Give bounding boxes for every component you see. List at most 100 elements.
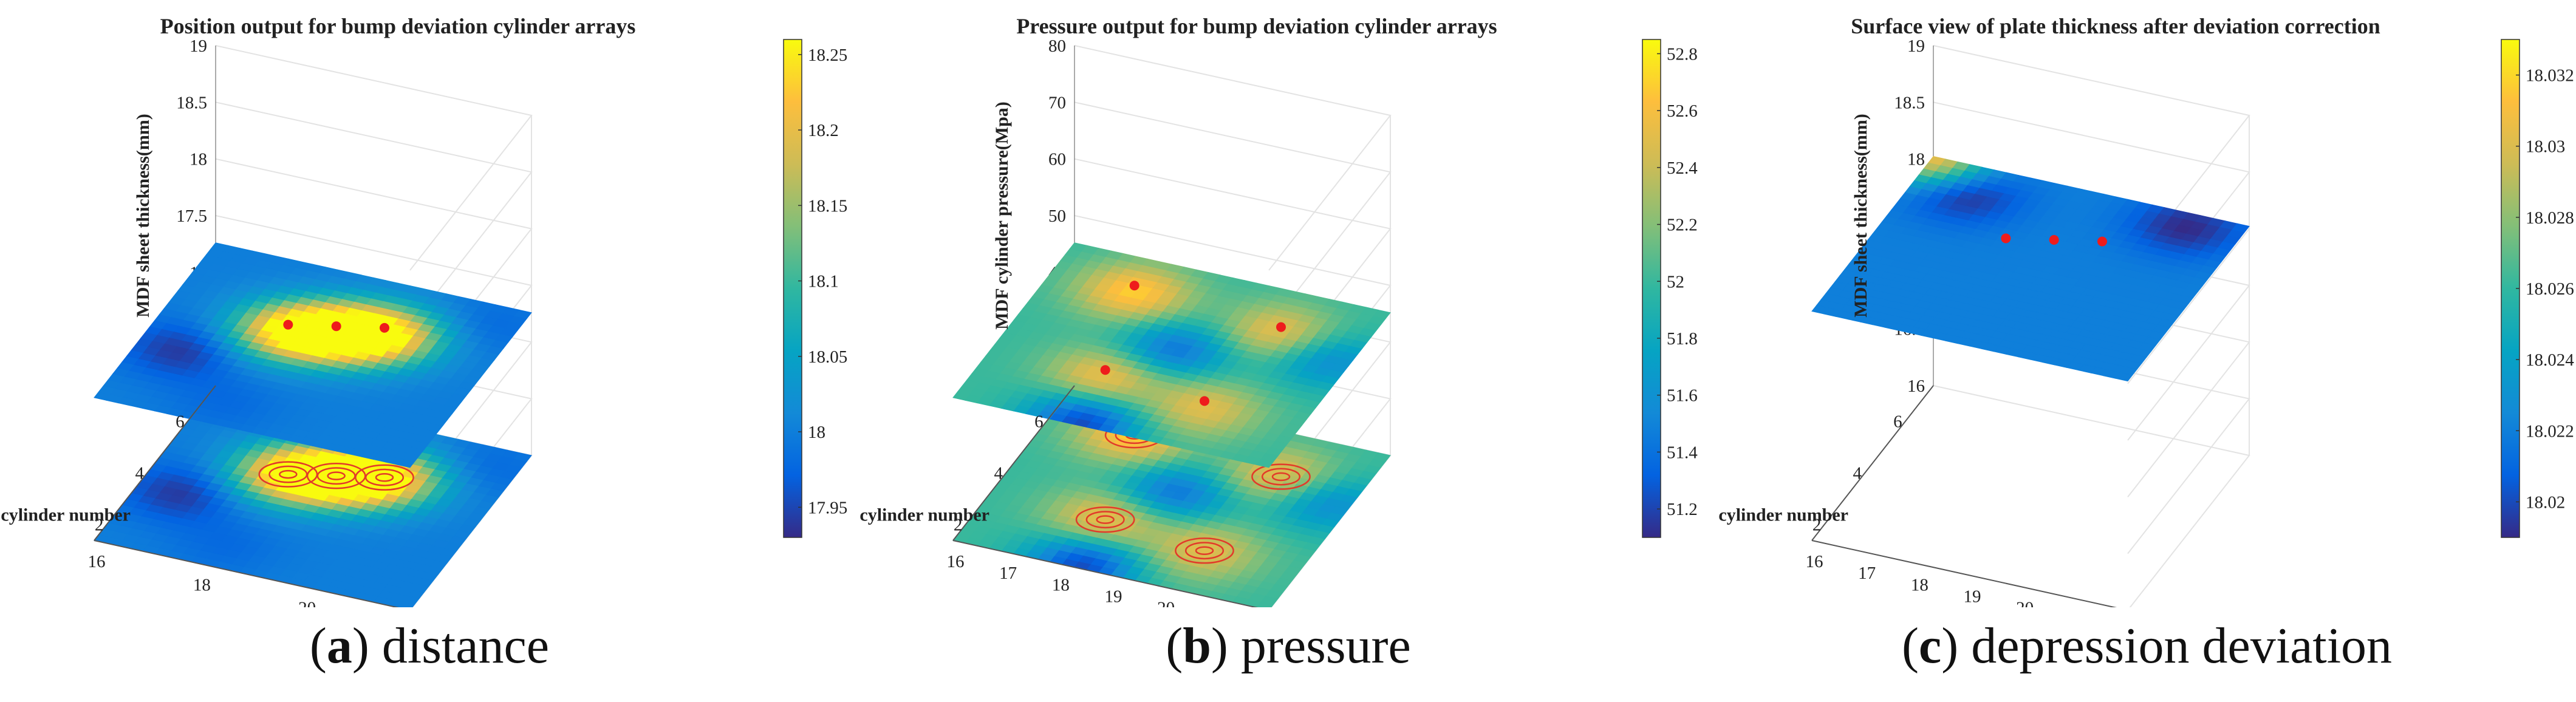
- y-tick-label: 4: [135, 464, 145, 483]
- contour-ring: [1096, 515, 1115, 524]
- chart-b-marker: [1276, 322, 1286, 332]
- contour-ring: [1085, 511, 1125, 529]
- chart-c-marker: [2097, 236, 2107, 247]
- contour-ring: [1175, 537, 1234, 564]
- z-tick-label: 18.5: [1894, 93, 1925, 112]
- y-tick-label: 2: [954, 516, 963, 535]
- y-tick-label: 4: [1853, 464, 1862, 483]
- chart-b-marker: [1200, 396, 1209, 406]
- caption-b: (b) pressure: [1166, 618, 1411, 674]
- gridline: [215, 45, 533, 271]
- surface-cell: [514, 309, 532, 319]
- chart-c-plot: 1616.51717.51818.51916171819202122246Fra…: [1718, 36, 2250, 607]
- x-tick-label: 18: [1052, 575, 1070, 595]
- colorbar-tick-label: 18.02: [2526, 492, 2565, 512]
- contour-ring: [327, 471, 346, 480]
- x-tick-label: 16: [88, 552, 106, 571]
- gridline: [1933, 385, 2250, 607]
- contour-ring: [364, 468, 405, 486]
- chart-b-marker: [1129, 281, 1139, 291]
- chart-b-surface: [952, 242, 1391, 468]
- colorbar-tick-label: 52.4: [1667, 158, 1698, 178]
- colorbar-tick-label: 18.024: [2526, 350, 2574, 370]
- z-axis-label: MDF cylinder pressure(Mpa): [992, 101, 1012, 330]
- colorbar-tick-label: 51.2: [1667, 500, 1698, 519]
- chart-a-axes: [94, 385, 400, 607]
- y-tick-label: 2: [1812, 516, 1822, 535]
- z-tick-label: 16: [1907, 377, 1925, 396]
- colorbar-tick-label: 18.15: [808, 196, 847, 216]
- colorbar-tick-label: 18.032: [2526, 66, 2574, 86]
- contour-ring: [279, 469, 298, 479]
- x-tick-label: 19: [1964, 587, 1981, 607]
- chart-c-svg: 1616.51717.51818.51916171819202122246Fra…: [1718, 14, 2574, 607]
- contour-ring: [1195, 546, 1214, 555]
- y-tick-label: 6: [176, 412, 185, 432]
- x-tick-label: 20: [2016, 599, 2034, 607]
- x-axis-line: [1811, 540, 2117, 607]
- z-tick-label: 18: [190, 150, 207, 169]
- caption-a: (a) distance: [309, 618, 550, 674]
- x-tick-label: 17: [999, 564, 1017, 583]
- chart-b-axes: [952, 385, 1259, 607]
- y-tick-label: 6: [1893, 412, 1902, 432]
- z-axis-label: MDF sheet thickness(mm): [1851, 114, 1871, 318]
- contour-ring: [1271, 472, 1291, 482]
- x-axis-line: [952, 540, 1259, 607]
- z-axis-label: MDF sheet thickness(mm): [133, 114, 153, 318]
- colorbar-tick-label: 18.1: [808, 272, 839, 291]
- x-tick-label: 20: [1157, 599, 1175, 607]
- x-tick-label: 20: [298, 599, 316, 607]
- contour-ring: [1261, 468, 1301, 486]
- y-tick-label: 4: [994, 464, 1003, 483]
- chart-a-marker: [380, 322, 389, 333]
- z-tick-label: 50: [1048, 206, 1066, 226]
- y-axis-label: Hydraulic cylinder number: [1718, 505, 1848, 525]
- colorbar-tick-label: 18.022: [2526, 421, 2574, 441]
- chart-b-plot: 2030405060708016171819202122246Frame num…: [859, 36, 1392, 607]
- colorbar-tick-label: 52: [1667, 272, 1684, 291]
- chart-b-colorbar: [1642, 39, 1661, 538]
- z-tick-label: 80: [1048, 36, 1066, 56]
- colorbar-tick-label: 18.2: [808, 121, 839, 140]
- y-axis-label: Hydraulic cylinder number: [0, 505, 131, 525]
- x-tick-label: 19: [1105, 587, 1122, 607]
- chart-a-title: Position output for bump deviation cylin…: [160, 14, 636, 38]
- z-tick-label: 19: [190, 36, 207, 56]
- z-tick-label: 19: [1907, 36, 1925, 56]
- chart-panel-b: 2030405060708016171819202122246Frame num…: [859, 0, 1718, 702]
- contour-ring: [355, 464, 414, 491]
- y-tick-label: 2: [95, 516, 104, 535]
- z-tick-label: 18: [1907, 150, 1925, 169]
- chart-a-marker: [331, 321, 341, 332]
- gridline: [1074, 45, 1392, 271]
- contour-ring: [375, 473, 394, 482]
- contour-ring: [1251, 463, 1311, 490]
- y-tick-label: 6: [1034, 412, 1044, 432]
- colorbar-tick-label: 18.026: [2526, 279, 2574, 299]
- colorbar-tick-label: 18.05: [808, 347, 847, 367]
- x-tick-label: 16: [947, 552, 965, 571]
- surface-cell: [1373, 452, 1391, 462]
- contour-ring: [306, 463, 366, 489]
- chart-b-marker: [1100, 365, 1110, 375]
- chart-c-marker: [2001, 233, 2011, 244]
- z-tick-label: 60: [1048, 150, 1066, 169]
- x-tick-label: 18: [193, 575, 211, 595]
- x-tick-label: 17: [1858, 564, 1876, 583]
- z-tick-label: 17.5: [176, 206, 207, 226]
- y-axis-line: [94, 385, 216, 541]
- chart-c-surface: [1811, 156, 2250, 382]
- colorbar-tick-label: 18.03: [2526, 137, 2565, 157]
- colorbar-tick-label: 51.8: [1667, 329, 1698, 349]
- contour-ring: [1184, 542, 1225, 560]
- surface-cell: [1373, 309, 1391, 319]
- colorbar-tick-label: 51.6: [1667, 386, 1698, 406]
- chart-panel-c: 1616.51717.51818.51916171819202122246Fra…: [1718, 0, 2576, 702]
- caption-c: (c) depression deviation: [1901, 618, 2393, 674]
- x-tick-label: 18: [1911, 575, 1929, 595]
- colorbar-tick-label: 18.028: [2526, 208, 2574, 228]
